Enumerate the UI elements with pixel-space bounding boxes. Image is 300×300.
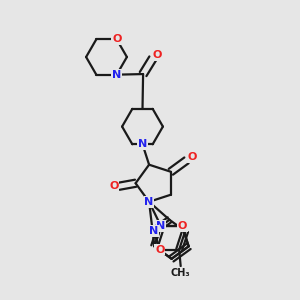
Text: CH₃: CH₃ xyxy=(171,268,190,278)
Text: N: N xyxy=(144,197,154,207)
Text: O: O xyxy=(178,221,187,231)
Text: N: N xyxy=(112,70,121,80)
Text: O: O xyxy=(155,244,164,255)
Text: O: O xyxy=(187,152,196,162)
Text: N: N xyxy=(149,226,158,236)
Text: O: O xyxy=(152,50,162,60)
Text: N: N xyxy=(138,139,147,149)
Text: N: N xyxy=(156,221,166,231)
Text: O: O xyxy=(112,34,122,44)
Text: O: O xyxy=(109,181,118,191)
